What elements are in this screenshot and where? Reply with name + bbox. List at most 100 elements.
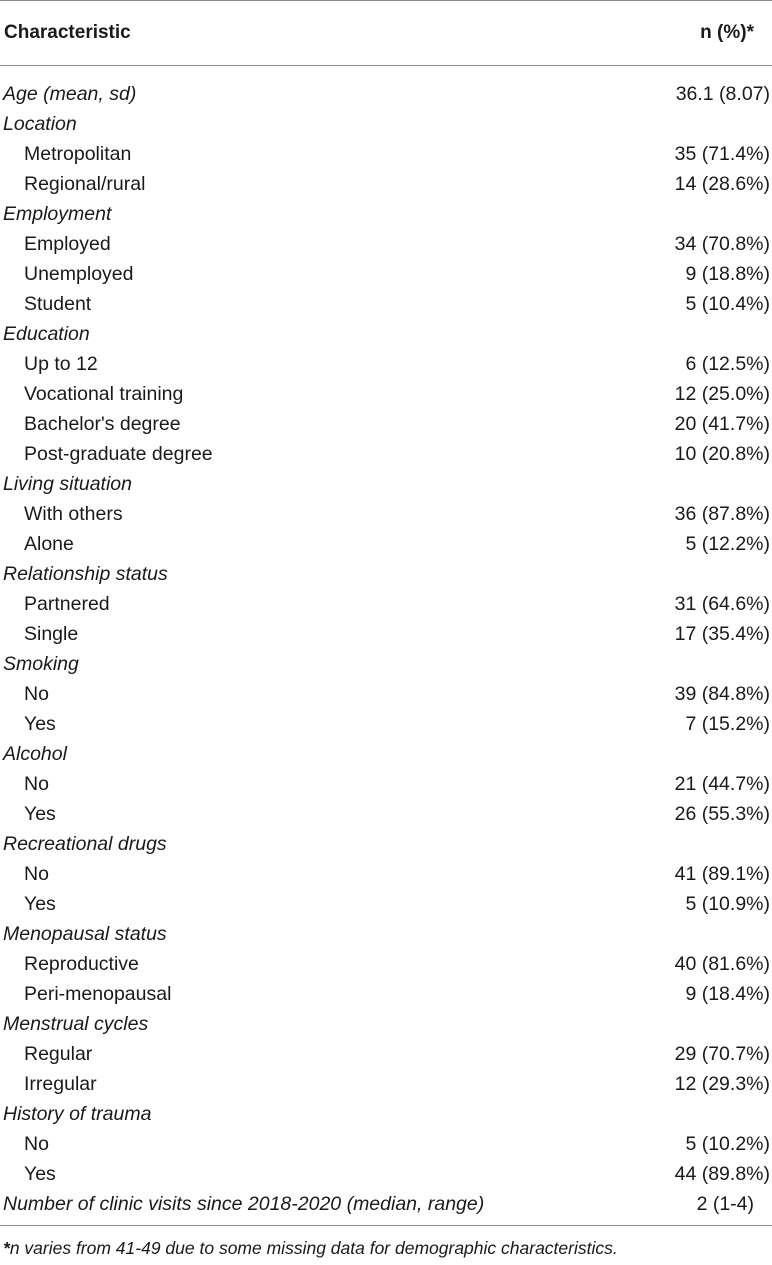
bottom-rule — [0, 1225, 772, 1226]
row-label: Smoking — [3, 652, 79, 675]
category-row: Age (mean, sd) 36.1 (8.07) — [0, 79, 772, 109]
row-label: No — [24, 772, 49, 795]
row-label: No — [24, 682, 49, 705]
row-label: Vocational training — [24, 382, 184, 405]
table-row: Up to 12 6 (12.5%) — [0, 349, 772, 379]
category-row: Menopausal status — [0, 919, 772, 949]
category-row: Education — [0, 319, 772, 349]
row-label: Yes — [24, 1162, 56, 1185]
row-value: 2 (1-4) — [696, 1192, 754, 1215]
row-label: History of trauma — [3, 1102, 152, 1125]
table-row: Single 17 (35.4%) — [0, 619, 772, 649]
category-row: Employment — [0, 199, 772, 229]
header-value: n (%)* — [700, 22, 754, 43]
row-label: Education — [3, 322, 90, 345]
row-value: 26 (55.3%) — [674, 802, 770, 825]
row-label: Bachelor's degree — [24, 412, 181, 435]
row-label: Recreational drugs — [3, 832, 167, 855]
row-label: Location — [3, 112, 77, 135]
row-label: Living situation — [3, 472, 132, 495]
row-value: 36 (87.8%) — [674, 502, 770, 525]
header-characteristic: Characteristic — [4, 22, 131, 43]
row-label: Age (mean, sd) — [3, 82, 137, 105]
footnote-mark: * — [3, 1238, 10, 1258]
category-row: History of trauma — [0, 1099, 772, 1129]
table-row: Employed 34 (70.8%) — [0, 229, 772, 259]
category-row: Location — [0, 109, 772, 139]
row-value: 17 (35.4%) — [674, 622, 770, 645]
row-label: Yes — [24, 802, 56, 825]
row-label: Regular — [24, 1042, 93, 1065]
table-row: Alone 5 (12.2%) — [0, 529, 772, 559]
row-value: 12 (29.3%) — [674, 1072, 770, 1095]
top-rule — [0, 0, 772, 1]
category-row: Living situation — [0, 469, 772, 499]
table-row: Regional/rural 14 (28.6%) — [0, 169, 772, 199]
footnote: *n varies from 41-49 due to some missing… — [0, 1226, 772, 1259]
row-label: Alcohol — [3, 742, 67, 765]
table-row: Vocational training 12 (25.0%) — [0, 379, 772, 409]
category-row: Number of clinic visits since 2018-2020 … — [0, 1189, 772, 1219]
row-label: Relationship status — [3, 562, 168, 585]
row-value: 41 (89.1%) — [674, 862, 770, 885]
row-label: Employed — [24, 232, 111, 255]
category-row: Alcohol — [0, 739, 772, 769]
row-value: 44 (89.8%) — [674, 1162, 770, 1185]
row-value: 5 (12.2%) — [685, 532, 770, 555]
row-value: 9 (18.8%) — [685, 262, 770, 285]
row-value: 7 (15.2%) — [685, 712, 770, 735]
table-row: With others 36 (87.8%) — [0, 499, 772, 529]
row-label: Peri-menopausal — [24, 982, 172, 1005]
row-label: Regional/rural — [24, 172, 146, 195]
row-value: 34 (70.8%) — [674, 232, 770, 255]
row-label: Metropolitan — [24, 142, 132, 165]
row-label: Unemployed — [24, 262, 134, 285]
row-label: Irregular — [24, 1072, 97, 1095]
row-value: 31 (64.6%) — [674, 592, 770, 615]
row-label: Number of clinic visits since 2018-2020 … — [3, 1192, 485, 1215]
row-label: Yes — [24, 892, 56, 915]
table-row: Bachelor's degree 20 (41.7%) — [0, 409, 772, 439]
table-row: Yes 7 (15.2%) — [0, 709, 772, 739]
row-value: 5 (10.9%) — [685, 892, 770, 915]
row-value: 12 (25.0%) — [674, 382, 770, 405]
category-row: Relationship status — [0, 559, 772, 589]
table-row: Unemployed 9 (18.8%) — [0, 259, 772, 289]
category-row: Smoking — [0, 649, 772, 679]
table-row: No 39 (84.8%) — [0, 679, 772, 709]
row-label: Menstrual cycles — [3, 1012, 149, 1035]
row-value: 35 (71.4%) — [674, 142, 770, 165]
row-label: Alone — [24, 532, 74, 555]
row-value: 40 (81.6%) — [674, 952, 770, 975]
row-label: Single — [24, 622, 79, 645]
row-label: Partnered — [24, 592, 110, 615]
table-row: Yes 44 (89.8%) — [0, 1159, 772, 1189]
table-row: No 5 (10.2%) — [0, 1129, 772, 1159]
table-body: Age (mean, sd) 36.1 (8.07) Location Metropo… — [0, 66, 772, 1225]
row-value: 9 (18.4%) — [685, 982, 770, 1005]
header-rule — [0, 65, 772, 66]
table-row: Metropolitan 35 (71.4%) — [0, 139, 772, 169]
table-row: Student 5 (10.4%) — [0, 289, 772, 319]
table-row: Yes 26 (55.3%) — [0, 799, 772, 829]
row-value: 5 (10.4%) — [685, 292, 770, 315]
row-label: Up to 12 — [24, 352, 98, 375]
row-label: Post-graduate degree — [24, 442, 213, 465]
row-value: 14 (28.6%) — [674, 172, 770, 195]
table-row: Reproductive 40 (81.6%) — [0, 949, 772, 979]
footnote-text: n varies from 41-49 due to some missing … — [9, 1238, 618, 1258]
row-label: With others — [24, 502, 123, 525]
category-row: Menstrual cycles — [0, 1009, 772, 1039]
row-value: 21 (44.7%) — [674, 772, 770, 795]
table-row: Partnered 31 (64.6%) — [0, 589, 772, 619]
row-value: 20 (41.7%) — [674, 412, 770, 435]
row-label: Menopausal status — [3, 922, 167, 945]
row-label: Employment — [3, 202, 112, 225]
row-label: Yes — [24, 712, 56, 735]
table-row: Post-graduate degree 10 (20.8%) — [0, 439, 772, 469]
row-value: 39 (84.8%) — [674, 682, 770, 705]
table-header: Characteristic n (%)* — [0, 1, 772, 65]
table-row: Yes 5 (10.9%) — [0, 889, 772, 919]
table-row: Peri-menopausal 9 (18.4%) — [0, 979, 772, 1009]
